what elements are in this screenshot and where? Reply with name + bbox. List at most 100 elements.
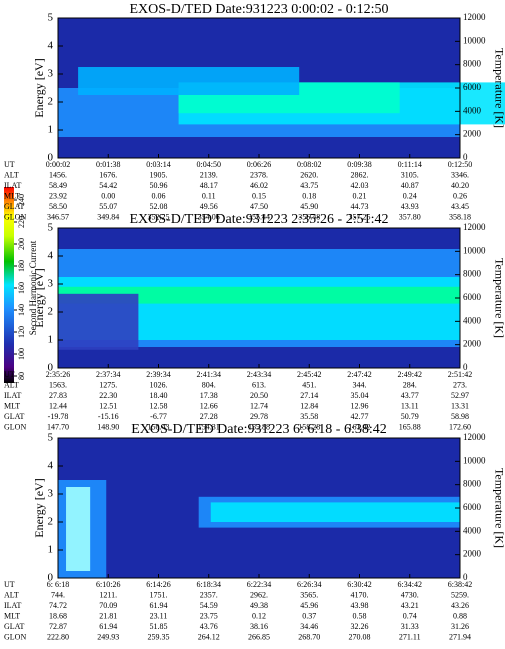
ephemeris-value: 0.58	[353, 611, 367, 620]
ephemeris-value: 273.	[453, 380, 467, 389]
ephemeris-value: 270.08	[349, 632, 371, 641]
colorbar-tick-label: 160	[17, 282, 26, 294]
ephemeris-value: 32.26	[351, 622, 369, 631]
ephemeris-value: 12.84	[300, 401, 318, 410]
ephemeris-label: GLAT	[4, 412, 25, 421]
ephemeris-value: 2:43:34	[247, 370, 271, 379]
ephemeris-value: 44.73	[351, 202, 369, 211]
ephemeris-value: 35.58	[300, 412, 318, 421]
ephemeris-label: GLAT	[4, 622, 25, 631]
ephemeris-value: 72.87	[49, 622, 67, 631]
ephemeris-value: 158.28	[298, 422, 320, 431]
y-tick-label: 5	[48, 12, 54, 24]
ephemeris-value: 2357.	[200, 590, 218, 599]
y-tick-label: 1	[48, 124, 54, 136]
y-tick-label: 0	[48, 572, 54, 584]
ephemeris-value: 27.14	[300, 391, 318, 400]
ephemeris-value: 61.94	[150, 601, 168, 610]
ephemeris-value: 43.45	[451, 202, 469, 211]
y2-tick-label: 4000	[463, 105, 482, 115]
ephemeris-value: 154.31	[198, 422, 220, 431]
ephemeris-value: 148.90	[97, 422, 119, 431]
ephemeris-value: 12.44	[49, 401, 67, 410]
ephemeris-value: 18.68	[49, 611, 67, 620]
ephemeris-value: 31.26	[451, 622, 469, 631]
ephemeris-value: 49.56	[200, 202, 218, 211]
ephemeris-value: 271.11	[399, 632, 421, 641]
y-tick-label: 1	[48, 544, 54, 556]
ephemeris-label: MLT	[4, 401, 20, 410]
y2-tick-label: 10000	[463, 35, 486, 45]
ephemeris-value: 23.92	[49, 191, 67, 200]
ephemeris-value: 12.58	[150, 401, 168, 410]
ephemeris-value: 51.85	[150, 622, 168, 631]
spectrogram-band	[58, 286, 460, 304]
ephemeris-value: 43.75	[300, 181, 318, 190]
ephemeris-value: 0.74	[403, 611, 417, 620]
ephemeris-value: 222.80	[47, 632, 69, 641]
y-tick-label: 4	[48, 40, 54, 52]
ephemeris-label: ILAT	[4, 181, 21, 190]
ephemeris-value: 42.77	[351, 412, 369, 421]
ephemeris-value: 21.81	[99, 611, 117, 620]
ephemeris-value: 744.	[51, 590, 65, 599]
ephemeris-label: UT	[4, 370, 15, 379]
y-axis-label: Energy [eV]	[32, 58, 46, 117]
ephemeris-value: 2:49:42	[398, 370, 422, 379]
y2-tick-label: 2000	[463, 339, 482, 349]
ephemeris-value: 12.66	[200, 401, 218, 410]
y-tick-label: 2	[48, 96, 54, 108]
ephemeris-value: 52.97	[451, 391, 469, 400]
y2-tick-label: 12000	[463, 222, 486, 232]
y2-tick-label: 4000	[463, 525, 482, 535]
y2-axis-label: Temperature [K]	[492, 468, 505, 548]
ephemeris-value: 0:03:14	[146, 160, 170, 169]
ephemeris-value: 0.24	[403, 191, 417, 200]
ephemeris-value: 31.33	[401, 622, 419, 631]
y-tick-label: 0	[48, 152, 54, 164]
ephemeris-value: -15.16	[98, 412, 119, 421]
ephemeris-value: 5259.	[451, 590, 469, 599]
colorbar-tick-label: 180	[17, 260, 26, 272]
ephemeris-value: 2962.	[250, 590, 268, 599]
ephemeris-value: 43.77	[401, 391, 419, 400]
ephemeris-value: 17.38	[200, 391, 218, 400]
ephemeris-value: 2620.	[300, 170, 318, 179]
ephemeris-value: 1211.	[99, 590, 117, 599]
ephemeris-value: 356.48	[298, 212, 320, 221]
ephemeris-label: ALT	[4, 170, 19, 179]
ephemeris-value: 12.74	[250, 401, 268, 410]
ephemeris-value: 355.44	[248, 212, 270, 221]
ephemeris-label: MLT	[4, 191, 20, 200]
y2-tick-label: 8000	[463, 269, 482, 279]
ephemeris-label: GLON	[4, 422, 26, 431]
y2-tick-label: 2000	[463, 129, 482, 139]
ephemeris-value: 43.76	[200, 622, 218, 631]
ephemeris-value: 4170.	[351, 590, 369, 599]
ephemeris-value: 6:30:42	[347, 580, 371, 589]
y2-tick-label: 12000	[463, 12, 486, 22]
ephemeris-value: 6:38:42	[448, 580, 472, 589]
ephemeris-value: 29.78	[250, 412, 268, 421]
ephemeris-value: 2378.	[250, 170, 268, 179]
ephemeris-value: 2:45:42	[297, 370, 321, 379]
ephemeris-value: 2139.	[200, 170, 218, 179]
ephemeris-label: GLON	[4, 632, 26, 641]
y2-tick-label: 4000	[463, 315, 482, 325]
ephemeris-value: 613.	[252, 380, 266, 389]
ephemeris-value: 1676.	[99, 170, 117, 179]
ephemeris-value: 451.	[302, 380, 316, 389]
y-tick-label: 3	[48, 488, 54, 500]
ephemeris-value: 0.18	[302, 191, 316, 200]
ephemeris-value: 27.83	[49, 391, 67, 400]
ephemeris-value: 54.42	[99, 181, 117, 190]
ephemeris-value: 13.11	[401, 401, 419, 410]
ephemeris-value: 74.72	[49, 601, 67, 610]
ephemeris-value: 20.50	[250, 391, 268, 400]
ephemeris-value: 357.25	[349, 212, 371, 221]
colorbar-tick-label: 240	[17, 194, 26, 206]
ephemeris-label: MLT	[4, 611, 20, 620]
ephemeris-value: 3105.	[401, 170, 419, 179]
ephemeris-value: 1751.	[150, 590, 168, 599]
ephemeris-value: 346.57	[47, 212, 69, 221]
